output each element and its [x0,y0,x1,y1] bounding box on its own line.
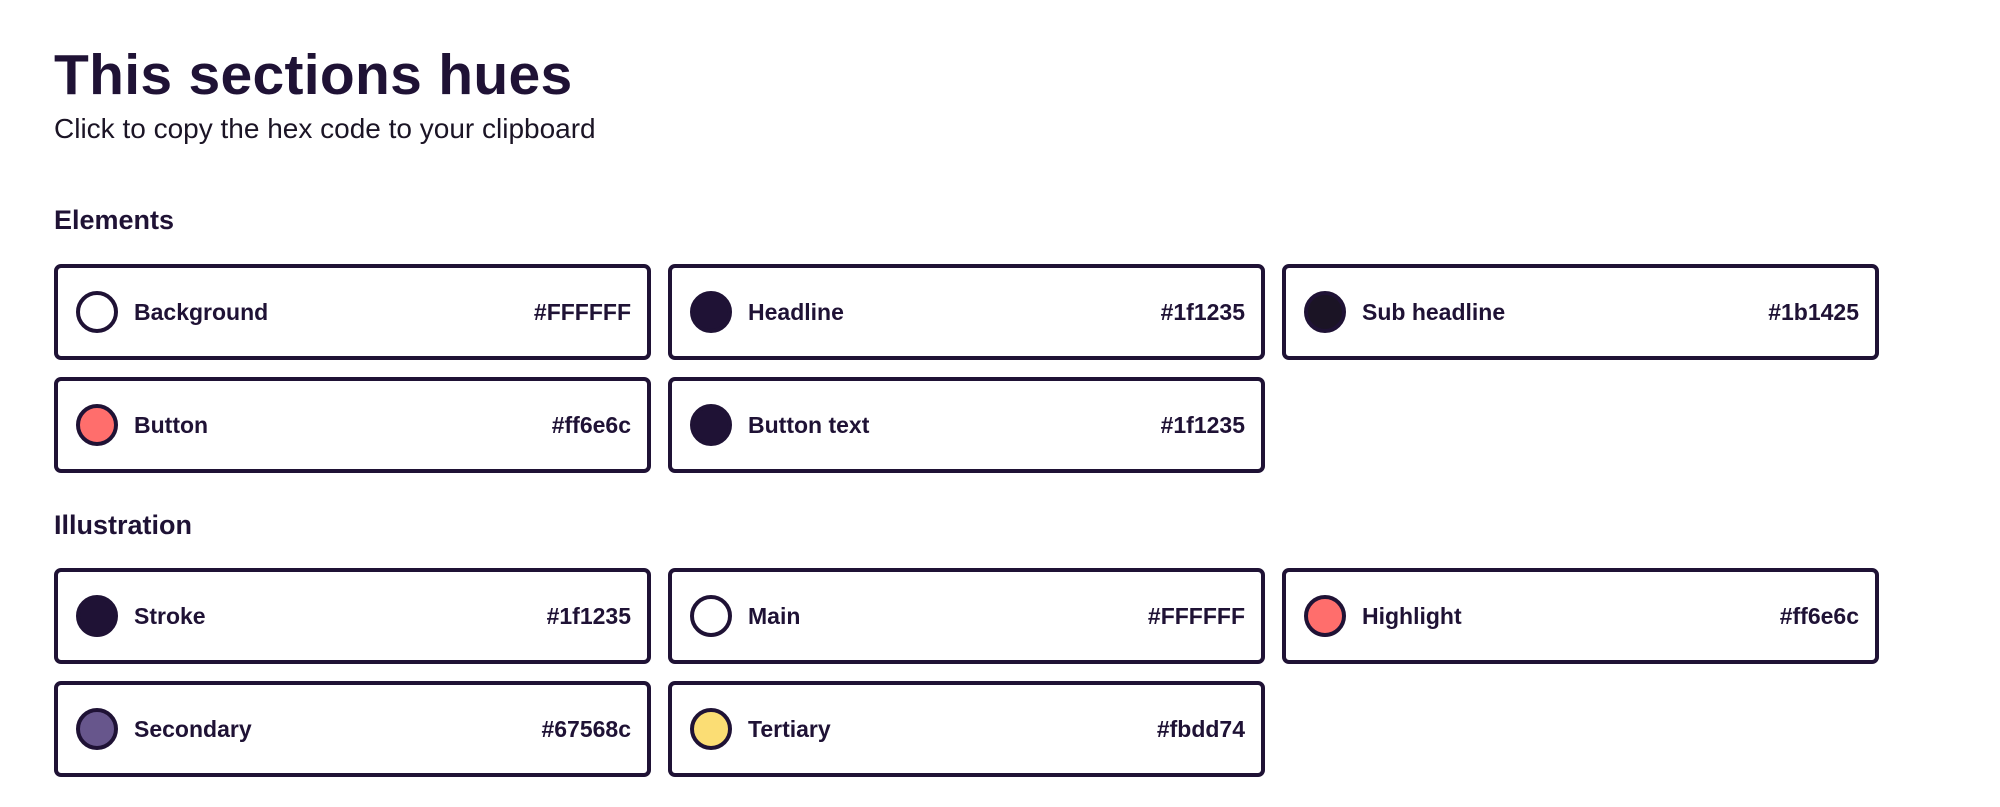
color-circle-icon [1304,291,1346,333]
swatch-hex-code: #1f1235 [1160,298,1245,325]
swatch-label: Button text [748,411,870,438]
color-circle-icon [76,291,118,333]
swatch-hex-code: #67568c [541,715,631,742]
color-swatch-card[interactable]: Sub headline #1b1425 [1282,264,1879,360]
page-subtitle: Click to copy the hex code to your clipb… [54,113,596,144]
swatch-hex-code: #1f1235 [1160,411,1245,438]
swatch-label: Secondary [134,715,252,742]
swatch-label: Main [748,602,801,629]
elements-swatch-grid: Background #FFFFFF Headline #1f1235 Sub head… [54,264,1879,473]
color-swatch-card[interactable]: Background #FFFFFF [54,264,651,360]
color-circle-icon [76,404,118,446]
swatch-hex-code: #FFFFFF [533,298,631,325]
color-swatch-card[interactable]: Secondary #67568c [54,681,651,777]
color-circle-icon [76,708,118,750]
swatch-label: Stroke [134,602,206,629]
swatch-label: Button [134,411,209,438]
swatch-hex-code: #ff6e6c [551,411,631,438]
color-circle-icon [690,595,732,637]
swatch-label: Sub headline [1362,298,1506,325]
color-circle-icon [690,708,732,750]
color-swatch-card[interactable]: Highlight #ff6e6c [1282,568,1879,664]
color-circle-icon [76,595,118,637]
color-circle-icon [1304,595,1346,637]
color-swatch-card[interactable]: Button #ff6e6c [54,377,651,473]
page-title: This sections hues [54,43,573,107]
color-swatch-card[interactable]: Headline #1f1235 [668,264,1265,360]
color-circle-icon [690,404,732,446]
swatch-label: Headline [748,298,844,325]
color-swatch-card[interactable]: Stroke #1f1235 [54,568,651,664]
color-swatch-card[interactable]: Button text #1f1235 [668,377,1265,473]
section-title-illustration: Illustration [54,510,193,540]
color-swatch-card[interactable]: Tertiary #fbdd74 [668,681,1265,777]
swatch-hex-code: #FFFFFF [1147,602,1245,629]
color-swatch-card[interactable]: Main #FFFFFF [668,568,1265,664]
section-title-elements: Elements [54,205,175,235]
swatch-label: Highlight [1362,602,1462,629]
color-circle-icon [690,291,732,333]
illustration-swatch-grid: Stroke #1f1235 Main #FFFFFF Highlight #ff6e6c… [54,568,1879,777]
swatch-hex-code: #fbdd74 [1156,715,1245,742]
swatch-hex-code: #1f1235 [546,602,631,629]
swatch-hex-code: #ff6e6c [1779,602,1859,629]
swatch-label: Background [134,298,269,325]
swatch-hex-code: #1b1425 [1768,298,1859,325]
swatch-label: Tertiary [748,715,831,742]
